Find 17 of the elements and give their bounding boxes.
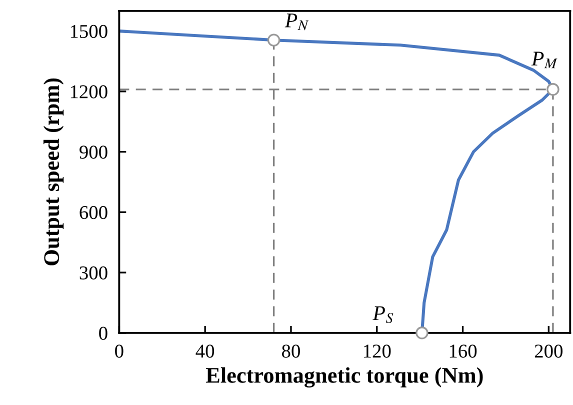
y-tick-label: 1500 (70, 24, 108, 38)
annotation: P$_{M}$ (531, 52, 558, 68)
x-tick-label: 200 (534, 344, 563, 358)
x-tick-label: 120 (364, 344, 391, 358)
y-axis-title: Output speed (rpm) (43, 78, 64, 266)
x-tick-label: 160 (450, 344, 477, 358)
y-tick-label: 1200 (70, 85, 108, 98)
y-tick-label: 0 (99, 326, 108, 340)
annotation: P$_{S}$ (372, 306, 394, 324)
x-tick-label: 0 (115, 344, 124, 358)
y-tick-label: 600 (80, 206, 108, 220)
y-tick-label: 300 (80, 266, 108, 280)
annotation: P$_{N}$ (284, 14, 309, 30)
x-tick-label: 80 (282, 344, 300, 358)
x-axis-title: Electromagnetic torque (Nm) (206, 367, 483, 388)
y-tick-label: 900 (80, 146, 108, 159)
x-tick-label: 40 (196, 344, 214, 358)
